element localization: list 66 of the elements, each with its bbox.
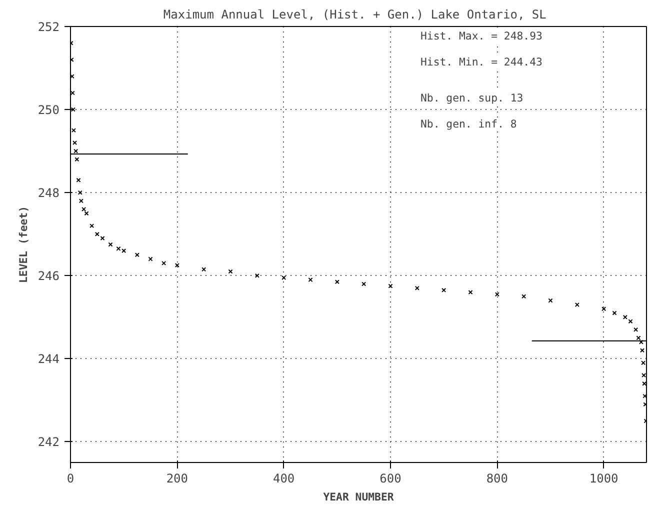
- point: [84, 211, 89, 216]
- x-tick-label: 600: [380, 472, 402, 486]
- y-axis-title: LEVEL (feet): [16, 206, 30, 283]
- point: [334, 280, 340, 284]
- point: [100, 236, 105, 241]
- point: [282, 275, 286, 280]
- point: [76, 178, 81, 182]
- x-axis-title: YEAR NUMBER: [323, 490, 394, 504]
- point: [634, 327, 638, 332]
- point: [228, 269, 233, 274]
- point: [640, 348, 644, 353]
- point: [622, 314, 628, 320]
- point: [134, 252, 140, 258]
- point: [468, 290, 473, 295]
- chart-title: Maximum Annual Level, (Hist. + Gen.) Lake Ontario, SL: [163, 8, 546, 22]
- x-tick-label: 0: [66, 472, 74, 486]
- x-tick-label: 200: [166, 472, 188, 486]
- point: [70, 107, 76, 112]
- annotation: Nb. gen. inf. 8: [420, 118, 517, 130]
- point: [548, 298, 553, 303]
- point: [642, 373, 646, 378]
- point: [602, 306, 606, 312]
- point: [612, 310, 617, 316]
- point: [70, 90, 75, 96]
- y-tick-label: 246: [38, 269, 60, 284]
- point: [74, 148, 78, 154]
- y-tick-label: 252: [38, 20, 60, 34]
- point: [82, 206, 86, 212]
- point: [148, 256, 153, 262]
- point: [414, 286, 420, 290]
- point: [71, 128, 76, 133]
- point: [94, 232, 100, 236]
- point: [74, 157, 80, 162]
- y-tick-label: 244: [38, 352, 60, 366]
- point: [174, 262, 180, 268]
- point: [72, 140, 78, 146]
- point: [78, 198, 84, 204]
- point: [574, 302, 580, 307]
- y-tick-label: 250: [38, 103, 60, 118]
- point: [78, 190, 82, 195]
- point: [108, 242, 113, 247]
- point: [522, 294, 526, 299]
- point: [90, 224, 94, 228]
- y-tick-label: 248: [38, 186, 60, 200]
- point: [308, 278, 313, 282]
- x-tick-label: 1000: [589, 472, 618, 486]
- point: [202, 267, 206, 272]
- point: [642, 381, 646, 386]
- point: [388, 284, 393, 288]
- point: [254, 273, 260, 278]
- annotation: Hist. Max. = 248.93: [420, 30, 542, 42]
- point: [641, 360, 646, 366]
- point: [362, 282, 366, 286]
- point: [638, 340, 644, 344]
- point: [636, 336, 641, 340]
- x-tick-label: 800: [486, 472, 508, 486]
- point: [442, 288, 446, 292]
- annotation: Nb. gen. sup. 13: [420, 92, 524, 104]
- point: [642, 394, 646, 398]
- point: [494, 292, 500, 297]
- point: [643, 402, 646, 407]
- x-tick-label: 400: [272, 472, 295, 486]
- annotation: Hist. Min. = 244.43: [420, 56, 542, 68]
- point: [162, 260, 166, 266]
- y-tick-label: 242: [38, 435, 60, 450]
- point: [628, 319, 633, 324]
